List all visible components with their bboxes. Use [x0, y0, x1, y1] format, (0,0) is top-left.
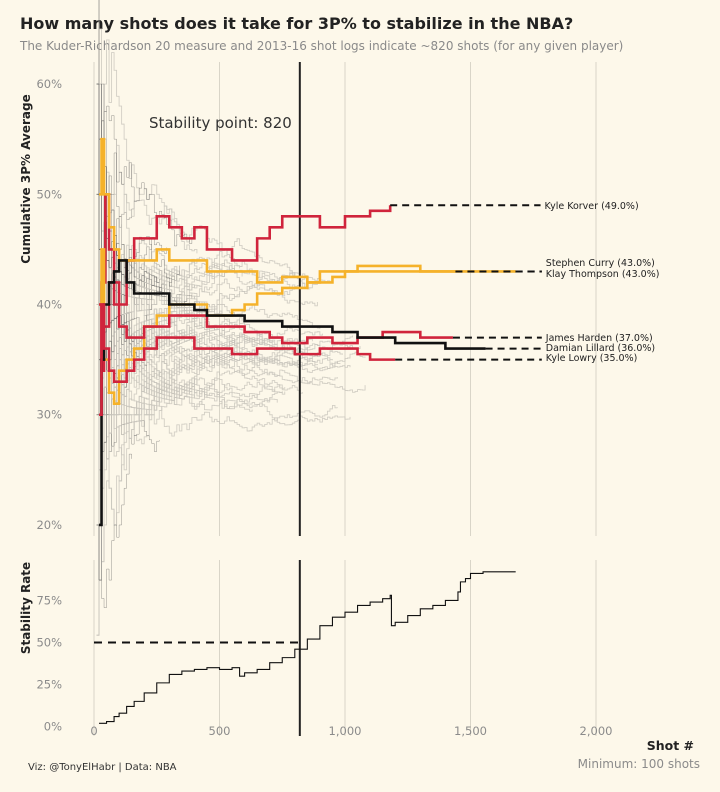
- top-gridlines: [93, 62, 597, 536]
- x-tick-label: 2,000: [580, 724, 613, 738]
- series-group: James Harden (37.0%): [99, 281, 653, 372]
- background-player-line: [96, 340, 286, 460]
- y-tick-label: 50%: [36, 187, 62, 201]
- y-axis-title-bottom: Stability Rate: [19, 562, 33, 654]
- chart-subtitle: The Kuder-Richardson 20 measure and 2013…: [20, 39, 624, 53]
- chart-title: How many shots does it take for 3P% to s…: [20, 14, 574, 33]
- background-player-line: [96, 357, 318, 526]
- minimum-note: Minimum: 100 shots: [577, 757, 700, 771]
- background-player-line: [96, 321, 236, 526]
- background-player-line: [96, 276, 311, 526]
- background-player-line: [96, 304, 195, 471]
- series-group: Damian Lillard (36.0%): [99, 259, 655, 527]
- background-player-line: [96, 401, 351, 563]
- y-tick-label: 60%: [36, 77, 62, 91]
- x-tick-label: 500: [209, 724, 231, 738]
- background-player-line: [96, 307, 200, 636]
- stability-annotation: Stability point: 820: [149, 114, 292, 132]
- caption: Viz: @TonyElHabr | Data: NBA: [28, 762, 177, 773]
- bottom-gridlines: [93, 560, 597, 736]
- background-player-line: [96, 386, 160, 526]
- series-label: Kyle Korver (49.0%): [545, 201, 639, 212]
- series-line: [99, 303, 396, 417]
- series-label: James Harden (37.0%): [545, 333, 653, 344]
- background-player-line: [96, 28, 296, 280]
- background-player-line: [96, 304, 321, 406]
- background-player-line: [96, 83, 193, 247]
- background-player-line: [96, 453, 132, 608]
- series-label: Klay Thompson (43.0%): [546, 269, 660, 280]
- series-label: Stephen Curry (43.0%): [546, 258, 655, 269]
- series-line: [99, 281, 453, 372]
- y-tick-label: 75%: [36, 593, 62, 607]
- background-player-line: [96, 262, 208, 361]
- stability-rate-line: [99, 571, 516, 724]
- background-player-line: [96, 321, 366, 416]
- background-player-lines: [96, 0, 366, 636]
- series-label: Damian Lillard (36.0%): [546, 343, 655, 354]
- x-tick-label: 0: [90, 724, 97, 738]
- x-axis-title: Shot #: [646, 738, 694, 753]
- x-tick-label: 1,000: [329, 724, 362, 738]
- y-tick-label: 20%: [36, 518, 62, 532]
- series-line: [99, 137, 516, 284]
- y-tick-label: 40%: [36, 298, 62, 312]
- y-tick-label: 0%: [44, 720, 62, 734]
- background-player-line: [96, 351, 286, 526]
- background-player-line: [96, 138, 283, 425]
- series-line: [99, 259, 486, 527]
- series-group: Kyle Lowry (35.0%): [99, 303, 638, 417]
- background-player-line: [98, 0, 313, 379]
- y-axis-title-top: Cumulative 3P% Average: [19, 94, 33, 264]
- series-label: Kyle Lowry (35.0%): [546, 353, 638, 364]
- y-tick-label: 25%: [36, 678, 62, 692]
- background-player-line: [96, 138, 306, 305]
- x-tick-label: 1,500: [454, 724, 487, 738]
- y-tick-label: 30%: [36, 408, 62, 422]
- y-tick-label: 50%: [36, 635, 62, 649]
